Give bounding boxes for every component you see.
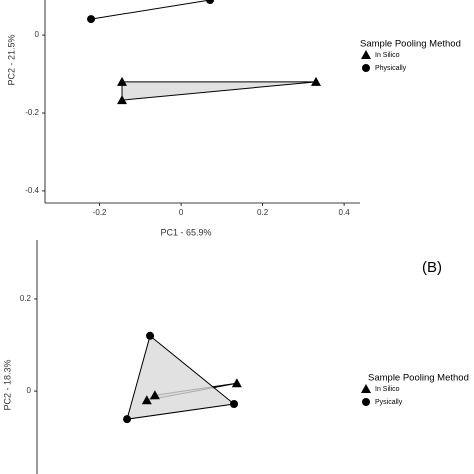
y-tick-label: -0.2 xyxy=(25,108,39,117)
hull xyxy=(90,0,211,20)
legend-label: Physically xyxy=(375,65,407,72)
legend-marker xyxy=(361,50,371,59)
legend-title: Sample Pooling Method xyxy=(368,373,469,384)
legend-title: Sample Pooling Method xyxy=(360,39,461,50)
hull xyxy=(126,334,236,420)
point xyxy=(231,378,242,388)
x-tick-label: -0.2 xyxy=(93,208,107,217)
hull xyxy=(121,81,317,101)
point xyxy=(146,331,155,340)
legend-marker xyxy=(362,64,370,72)
y-tick-label: 0 xyxy=(35,30,40,39)
point xyxy=(123,415,132,424)
point xyxy=(310,76,321,86)
y-axis-label: PC2 - 21.5% xyxy=(6,34,16,85)
y-tick-label: 0.2 xyxy=(20,294,32,303)
point xyxy=(149,390,160,400)
point xyxy=(117,95,128,105)
y-tick-label: 0 xyxy=(27,386,32,395)
legend-marker xyxy=(362,398,370,406)
point xyxy=(87,15,96,24)
x-axis-label: PC1 - 65.9% xyxy=(160,227,211,237)
legend-label: In Silico xyxy=(375,52,400,59)
y-tick-label: -0.4 xyxy=(25,186,39,195)
point xyxy=(230,399,239,408)
point xyxy=(206,0,215,4)
x-tick-label: 0.2 xyxy=(257,208,269,217)
x-tick-label: 0.4 xyxy=(339,208,351,217)
x-tick-label: 0 xyxy=(179,208,184,217)
point xyxy=(141,395,152,405)
legend-label: In Silico xyxy=(375,386,400,393)
panel-label: (B) xyxy=(422,259,442,276)
y-axis-label: PC2 - 18.3% xyxy=(2,359,12,410)
legend-marker xyxy=(361,384,371,393)
point xyxy=(117,76,128,86)
legend-label: Pysically xyxy=(375,399,403,406)
